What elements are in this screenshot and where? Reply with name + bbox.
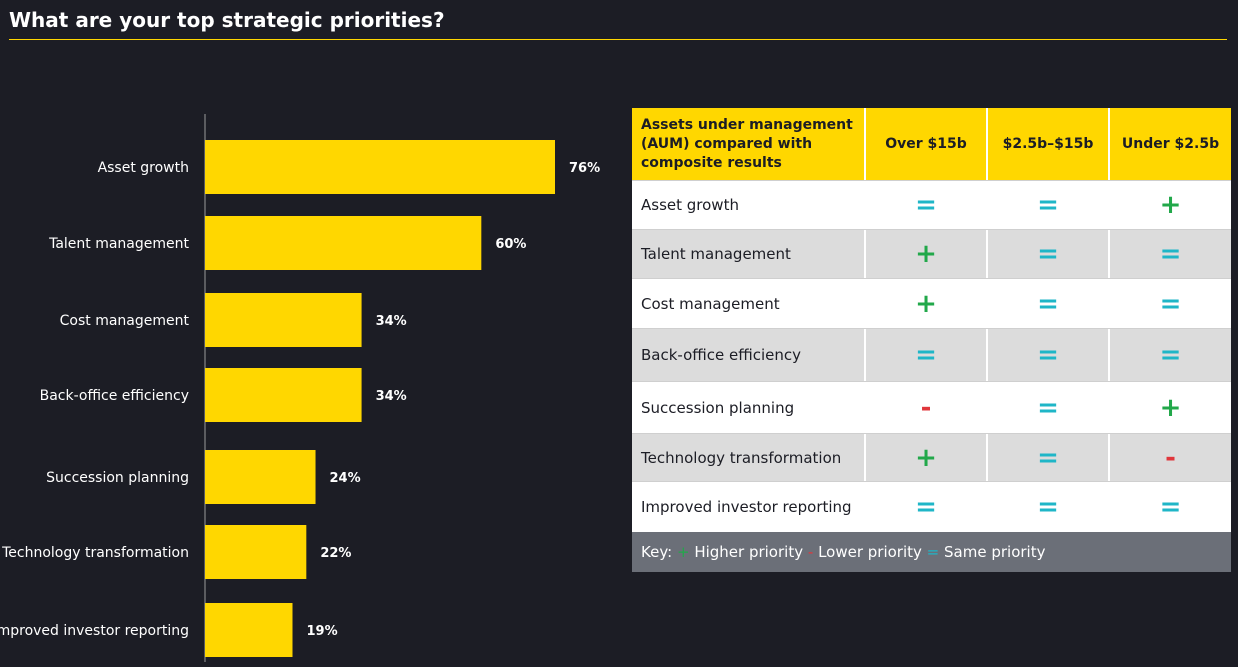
priority-cell: + bbox=[866, 230, 988, 278]
priority-cell: = bbox=[1110, 279, 1231, 328]
key-higher-symbol: + bbox=[676, 543, 690, 561]
priority-cell: = bbox=[1110, 329, 1231, 381]
bar-talent-management bbox=[205, 216, 482, 270]
table-row: Talent management + = = bbox=[632, 229, 1231, 278]
category-label: Back-office efficiency bbox=[40, 388, 189, 404]
priority-cell: + bbox=[1110, 382, 1231, 433]
priorities-bar-chart: Asset growth 76% Talent management 60% Cost … bbox=[0, 110, 620, 662]
table-header-2-5b-15b: $2.5b–$15b bbox=[988, 108, 1110, 180]
plus-icon: + bbox=[915, 442, 937, 473]
equals-icon: = bbox=[1159, 288, 1182, 319]
bar-improved-investor-reporting bbox=[205, 603, 293, 657]
priority-cell: - bbox=[1110, 434, 1231, 481]
category-label: Talent management bbox=[48, 236, 189, 252]
key-higher-label: Higher priority bbox=[694, 543, 804, 561]
priority-cell: = bbox=[988, 230, 1110, 278]
equals-icon: = bbox=[915, 190, 937, 220]
value-label: 60% bbox=[495, 237, 526, 252]
key-lower-symbol: - bbox=[807, 543, 814, 561]
table-row: Back-office efficiency = = = bbox=[632, 328, 1231, 381]
key-same-label: Same priority bbox=[944, 543, 1046, 561]
category-label: Asset growth bbox=[98, 160, 189, 176]
plus-icon: + bbox=[915, 288, 937, 319]
priority-cell: = bbox=[988, 181, 1110, 229]
row-label: Improved investor reporting bbox=[632, 482, 866, 532]
equals-icon: = bbox=[915, 340, 937, 370]
priority-cell: - bbox=[866, 382, 988, 433]
bar-asset-growth bbox=[205, 140, 555, 194]
priority-cell: = bbox=[1110, 482, 1231, 532]
plus-icon: + bbox=[1159, 190, 1182, 220]
key-lower-label: Lower priority bbox=[818, 543, 922, 561]
priority-cell: + bbox=[866, 434, 988, 481]
equals-icon: = bbox=[1037, 340, 1059, 370]
table-key: Key: + Higher priority - Lower priority … bbox=[632, 532, 1231, 572]
priority-cell: = bbox=[988, 329, 1110, 381]
priority-cell: = bbox=[1110, 230, 1231, 278]
key-prefix: Key: bbox=[641, 543, 673, 561]
title-divider bbox=[9, 39, 1227, 40]
page-title: What are your top strategic priorities? bbox=[9, 8, 445, 32]
value-label: 76% bbox=[569, 161, 600, 176]
table-body: Asset growth = = + Talent management + = = Cost … bbox=[632, 180, 1231, 532]
row-label: Technology transformation bbox=[632, 434, 866, 481]
category-label: Cost management bbox=[60, 313, 190, 329]
row-label: Talent management bbox=[632, 230, 866, 278]
equals-icon: = bbox=[1037, 288, 1059, 319]
equals-icon: = bbox=[1037, 239, 1059, 269]
value-label: 34% bbox=[376, 389, 407, 404]
bar-succession-planning bbox=[205, 450, 316, 504]
row-label: Back-office efficiency bbox=[632, 329, 866, 381]
table-row: Asset growth = = + bbox=[632, 180, 1231, 229]
aum-comparison-table: Assets under management (AUM) compared w… bbox=[632, 108, 1231, 572]
plus-icon: + bbox=[915, 239, 937, 269]
bar-chart-svg: Asset growth 76% Talent management 60% Cost … bbox=[0, 114, 600, 662]
table-row: Technology transformation + = - bbox=[632, 433, 1231, 481]
equals-icon: = bbox=[915, 492, 937, 522]
category-label: Improved investor reporting bbox=[0, 623, 189, 639]
priority-cell: = bbox=[866, 482, 988, 532]
equals-icon: = bbox=[1037, 442, 1059, 473]
equals-icon: = bbox=[1159, 239, 1182, 269]
table-row: Succession planning - = + bbox=[632, 381, 1231, 433]
value-label: 34% bbox=[376, 314, 407, 329]
priority-cell: = bbox=[988, 382, 1110, 433]
minus-icon: - bbox=[1165, 442, 1176, 473]
bar-cost-management bbox=[205, 293, 362, 347]
priority-cell: + bbox=[1110, 181, 1231, 229]
bar-back-office-efficiency bbox=[205, 368, 362, 422]
table-header-row: Assets under management (AUM) compared w… bbox=[632, 108, 1231, 180]
priority-cell: = bbox=[988, 279, 1110, 328]
equals-icon: = bbox=[1037, 492, 1059, 522]
table-row: Improved investor reporting = = = bbox=[632, 481, 1231, 532]
priority-cell: = bbox=[866, 181, 988, 229]
row-label: Succession planning bbox=[632, 382, 866, 433]
equals-icon: = bbox=[1037, 392, 1059, 423]
equals-icon: = bbox=[1159, 340, 1182, 370]
key-same-symbol: = bbox=[926, 543, 940, 561]
priority-cell: = bbox=[988, 482, 1110, 532]
row-label: Cost management bbox=[632, 279, 866, 328]
category-label: Technology transformation bbox=[1, 545, 189, 561]
bar-technology-transformation bbox=[205, 525, 307, 579]
table-header-over-15b: Over $15b bbox=[866, 108, 988, 180]
priority-cell: = bbox=[866, 329, 988, 381]
value-label: 22% bbox=[320, 546, 351, 561]
table-row: Cost management + = = bbox=[632, 278, 1231, 328]
category-label: Succession planning bbox=[46, 470, 189, 486]
equals-icon: = bbox=[1037, 190, 1059, 220]
plus-icon: + bbox=[1159, 392, 1182, 423]
priority-cell: = bbox=[988, 434, 1110, 481]
minus-icon: - bbox=[920, 392, 932, 423]
row-label: Asset growth bbox=[632, 181, 866, 229]
table-header-label: Assets under management (AUM) compared w… bbox=[632, 108, 866, 180]
equals-icon: = bbox=[1159, 492, 1182, 522]
table-header-under-2-5b: Under $2.5b bbox=[1121, 136, 1220, 152]
value-label: 19% bbox=[307, 624, 338, 639]
value-label: 24% bbox=[330, 471, 361, 486]
priority-cell: + bbox=[866, 279, 988, 328]
